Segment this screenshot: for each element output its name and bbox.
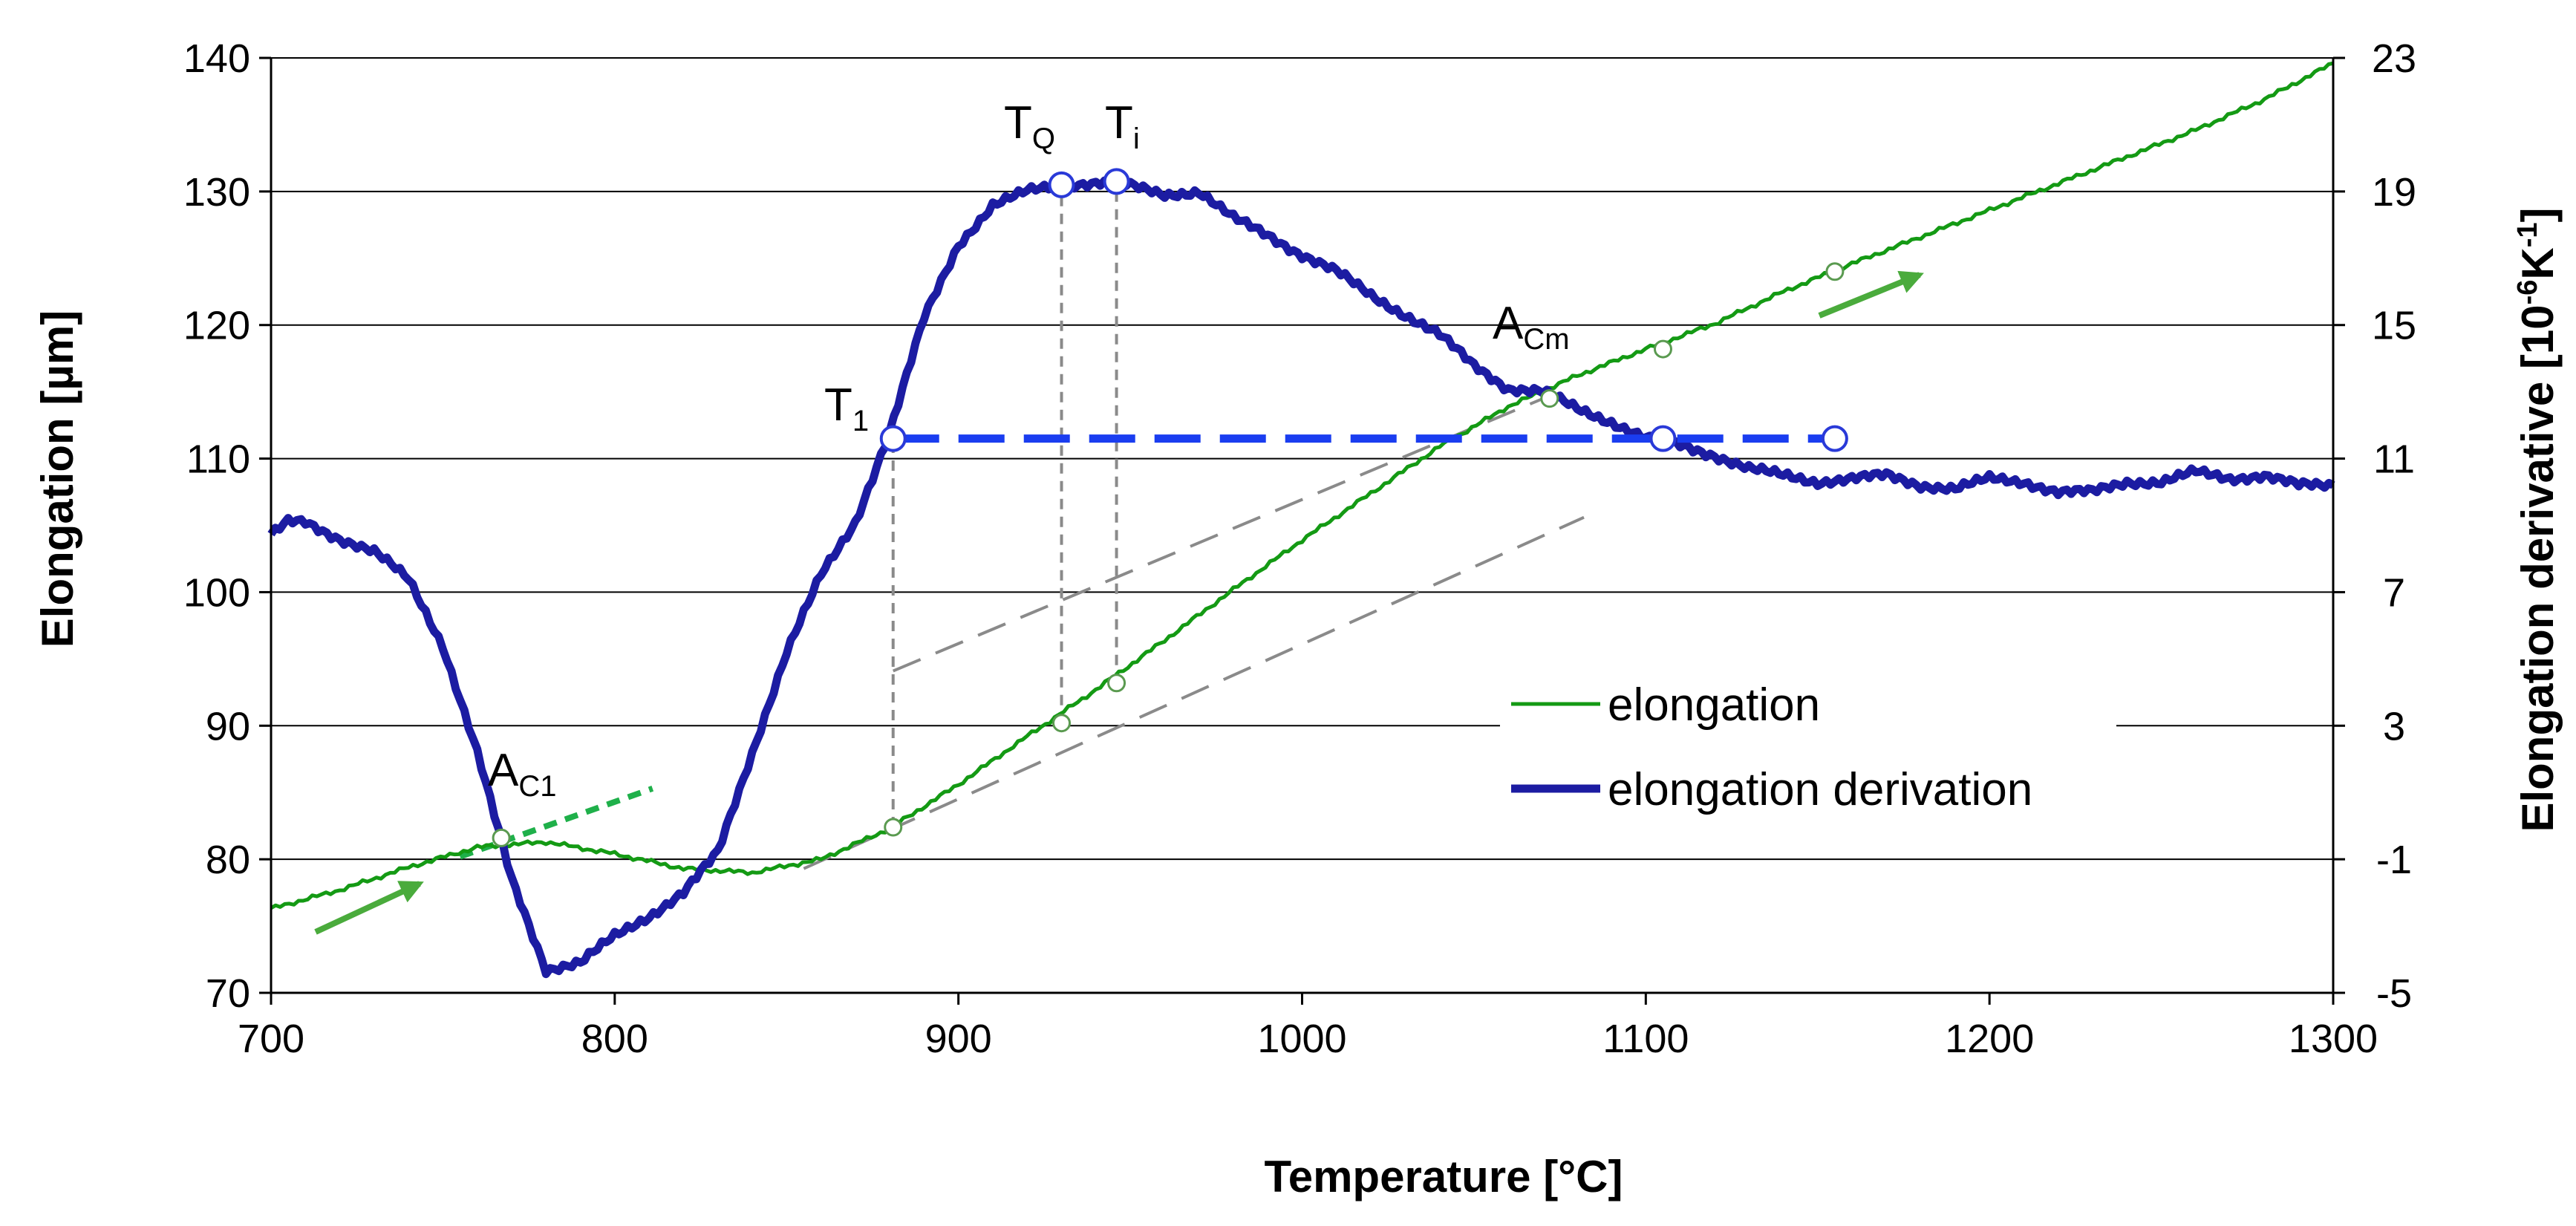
legend: elongation elongation derivation	[1500, 672, 2116, 821]
legend-label-elongation: elongation	[1608, 679, 1820, 731]
annotation-t1-main: T	[824, 379, 852, 431]
x-tick-label: 1200	[1945, 1017, 2034, 1061]
y2-title-mid: K	[2513, 247, 2563, 279]
arrow-heating-end	[1818, 270, 1924, 319]
gridlines	[271, 57, 2333, 861]
annotation-t1-sub: 1	[852, 405, 869, 437]
elongation-point-marker	[884, 818, 903, 837]
series-lines	[267, 61, 2335, 979]
annotation-ac1-sub: C1	[518, 770, 556, 803]
y-tick-label: 120	[183, 304, 250, 348]
derivative-point-marker	[1103, 168, 1130, 195]
y2-tick-label: 15	[2372, 304, 2416, 348]
derivative-point-marker	[879, 425, 907, 452]
x-axis-title: Temperature [°C]	[1265, 1152, 1623, 1201]
annotation-ti-sub: i	[1133, 123, 1140, 155]
annotation-tq: TQ	[1004, 97, 1055, 155]
x-tick-label: 1000	[1257, 1017, 1346, 1061]
annotation-t1: T1	[824, 379, 869, 437]
annotation-acm-sub: Cm	[1523, 323, 1569, 356]
annotation-ac1: AC1	[488, 745, 557, 803]
derivative-point-marker	[1649, 425, 1677, 452]
annotation-tq-sub: Q	[1032, 123, 1055, 155]
derivative-point-marker	[1821, 425, 1848, 452]
y-tick-label: 130	[183, 170, 250, 215]
y2-title-main: Elongation derivative [10	[2513, 304, 2563, 832]
axes: 70 80 90 100 110 120 130 140 -5 -1 3 7 11 15 19 23 700 80…	[183, 36, 2416, 1061]
x-tick-label: 1100	[1602, 1017, 1689, 1061]
elongation-point-marker	[1825, 262, 1845, 281]
derivative-point-marker	[1048, 171, 1075, 198]
y2-title-exp1: -6	[2512, 280, 2543, 305]
series-elongation-derivation	[267, 175, 2335, 979]
arrow-heating-start	[314, 881, 424, 935]
x-tick-label: 1300	[2289, 1017, 2378, 1061]
y2-axis-title: Elongation derivative [10-6K-1]	[2512, 207, 2563, 832]
tangent-acm-upper	[892, 394, 1551, 673]
elongation-point-marker	[1107, 674, 1126, 693]
annotation-ac1-main: A	[488, 745, 519, 796]
annotation-acm: ACm	[1493, 298, 1570, 356]
series-elongation	[270, 61, 2334, 910]
annotation-acm-main: A	[1493, 298, 1524, 349]
y2-tick-label: 11	[2373, 437, 2415, 482]
y2-title-end: ]	[2513, 207, 2563, 222]
legend-background	[1500, 672, 2116, 821]
y-tick-label: 80	[206, 838, 250, 882]
y-tick-label: 110	[186, 437, 250, 482]
y2-title-exp2: -1	[2512, 222, 2543, 247]
y-tick-label: 140	[183, 36, 250, 81]
tangent-guides	[459, 181, 1585, 870]
annotation-tq-main: T	[1004, 97, 1032, 149]
y2-tick-label: 7	[2383, 570, 2405, 615]
y2-tick-label: 19	[2372, 170, 2416, 215]
x-tick-label: 900	[925, 1017, 992, 1061]
annotation-ti: Ti	[1105, 97, 1140, 155]
tangent-lower	[803, 515, 1585, 870]
y2-tick-label: 23	[2372, 36, 2416, 81]
elongation-point-marker	[1653, 339, 1672, 359]
elongation-point-marker	[1052, 714, 1072, 733]
y-tick-label: 100	[183, 570, 250, 615]
y2-tick-label: -1	[2376, 838, 2412, 882]
y2-tick-label: 3	[2383, 704, 2405, 749]
y-tick-label: 70	[206, 971, 250, 1016]
elongation-point-marker	[1540, 389, 1559, 408]
point-markers	[492, 168, 1848, 847]
legend-label-derivation: elongation derivation	[1608, 764, 2032, 815]
y-axis-title: Elongation [µm]	[33, 310, 82, 648]
x-tick-label: 800	[581, 1017, 648, 1061]
elongation-point-marker	[492, 828, 511, 847]
x-tick-label: 700	[238, 1017, 304, 1061]
y-tick-label: 90	[206, 704, 250, 749]
y2-tick-label: -5	[2376, 971, 2412, 1016]
annotation-ti-main: T	[1105, 97, 1133, 149]
